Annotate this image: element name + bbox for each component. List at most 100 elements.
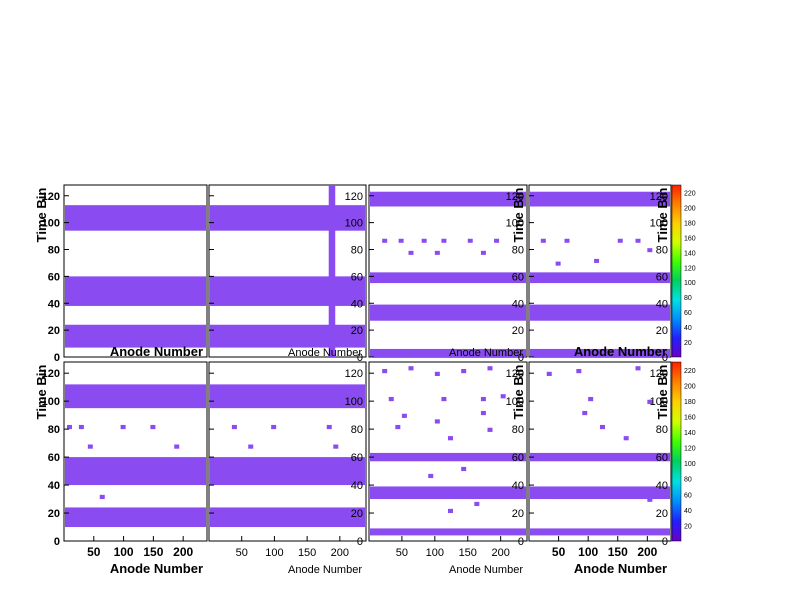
data-dash — [382, 238, 388, 243]
data-dash — [487, 366, 493, 371]
x-tick-label: 100 — [114, 545, 134, 559]
y-tick-label: 100 — [650, 218, 668, 230]
y-tick-label: 0 — [54, 352, 60, 364]
y-tick-label: 120 — [506, 368, 524, 380]
y-axis-label: Time Bin — [34, 188, 49, 243]
data-dash — [421, 238, 427, 243]
y-tick-label: 100 — [506, 218, 524, 230]
y-tick-label: 120 — [506, 191, 524, 203]
data-dash — [588, 396, 594, 402]
data-band — [210, 205, 365, 231]
x-tick-label: 200 — [331, 547, 349, 559]
data-dash — [582, 410, 588, 416]
data-dash — [271, 424, 277, 430]
heatmap-panel: 0 20 40 60 80 100 120 Anode Number Time Bin 20 40 6… — [528, 184, 696, 364]
data-dash — [87, 444, 93, 449]
colorbar-tick-label: 100 — [684, 461, 696, 468]
plot-frame — [528, 361, 672, 542]
data-dash — [576, 368, 582, 374]
colorbar-tick-label: 100 — [684, 280, 696, 287]
data-band — [370, 528, 526, 536]
y-tick-label: 60 — [656, 452, 668, 464]
data-dash — [600, 424, 605, 430]
data-dash — [434, 419, 440, 424]
colorbar-tick-label: 60 — [684, 310, 692, 317]
y-tick-label: 80 — [351, 245, 363, 257]
x-tick-label: 150 — [298, 547, 316, 559]
data-dash — [474, 501, 480, 507]
x-axis-label: Anode Number — [288, 564, 362, 576]
data-dash — [398, 238, 404, 243]
data-dash — [576, 487, 582, 493]
data-dash — [647, 248, 653, 253]
y-tick-label: 40 — [48, 480, 60, 492]
data-dash — [333, 444, 339, 449]
data-dash — [448, 508, 453, 514]
colorbar-tick-label: 80 — [684, 477, 692, 484]
x-axis-label: Anode Number — [110, 561, 203, 576]
heatmap-panel: 0 20 40 60 80 100 120 Anode Number — [208, 184, 367, 364]
data-band — [210, 324, 365, 348]
data-band — [210, 507, 365, 528]
x-axis-label: Anode Number — [574, 344, 667, 359]
y-tick-label: 0 — [662, 536, 668, 548]
x-axis-label: Anode Number — [110, 344, 203, 359]
y-tick-label: 20 — [48, 508, 60, 520]
data-dash — [647, 497, 653, 502]
data-dash — [461, 466, 467, 472]
colorbar — [671, 361, 682, 542]
data-dash — [448, 436, 453, 441]
y-axis-label: Time Bin — [511, 188, 526, 243]
data-dash — [480, 250, 486, 255]
data-dash — [617, 238, 623, 243]
data-band — [530, 304, 670, 321]
y-axis-label: Time Bin — [655, 365, 670, 420]
data-dash — [434, 250, 440, 255]
data-dash — [408, 366, 414, 371]
x-tick-label: 200 — [637, 545, 657, 559]
data-dash — [150, 424, 156, 430]
data-band — [210, 457, 365, 486]
y-tick-label: 60 — [351, 452, 363, 464]
data-dash — [647, 399, 653, 404]
y-tick-label: 40 — [351, 298, 363, 310]
data-dash — [248, 444, 254, 449]
data-dash — [78, 424, 84, 430]
data-dash — [494, 238, 500, 243]
data-dash — [120, 424, 126, 430]
y-axis-label: Time Bin — [655, 188, 670, 243]
colorbar — [671, 184, 682, 358]
y-tick-label: 20 — [48, 325, 60, 337]
y-tick-label: 60 — [512, 271, 524, 283]
data-dash — [635, 366, 641, 371]
data-dash — [388, 396, 394, 402]
y-tick-label: 40 — [512, 480, 524, 492]
x-axis-label: Anode Number — [449, 347, 523, 359]
data-band — [65, 507, 206, 528]
y-tick-label: 120 — [345, 191, 363, 203]
data-band — [530, 452, 670, 462]
data-dash — [434, 371, 440, 376]
x-axis-label: Anode Number — [574, 561, 667, 576]
data-band — [530, 272, 670, 284]
y-tick-label: 40 — [351, 480, 363, 492]
data-band — [370, 304, 526, 321]
data-dash — [487, 427, 493, 432]
x-axis-label: Anode Number — [288, 347, 362, 359]
colorbar-tick-label: 20 — [684, 340, 692, 347]
colorbar-tick-label: 80 — [684, 295, 692, 302]
data-band — [530, 486, 670, 500]
y-tick-label: 40 — [512, 298, 524, 310]
data-band — [370, 452, 526, 462]
y-tick-label: 80 — [512, 424, 524, 436]
colorbar-tick-label: 40 — [684, 325, 692, 332]
data-band — [65, 324, 206, 348]
colorbar-tick-label: 140 — [684, 430, 696, 437]
data-band — [370, 272, 526, 284]
y-tick-label: 100 — [345, 218, 363, 230]
data-dash — [382, 368, 388, 374]
y-tick-label: 20 — [351, 325, 363, 337]
x-axis-label: Anode Number — [449, 564, 523, 576]
colorbar-tick-label: 140 — [684, 250, 696, 257]
data-dash — [467, 238, 473, 243]
